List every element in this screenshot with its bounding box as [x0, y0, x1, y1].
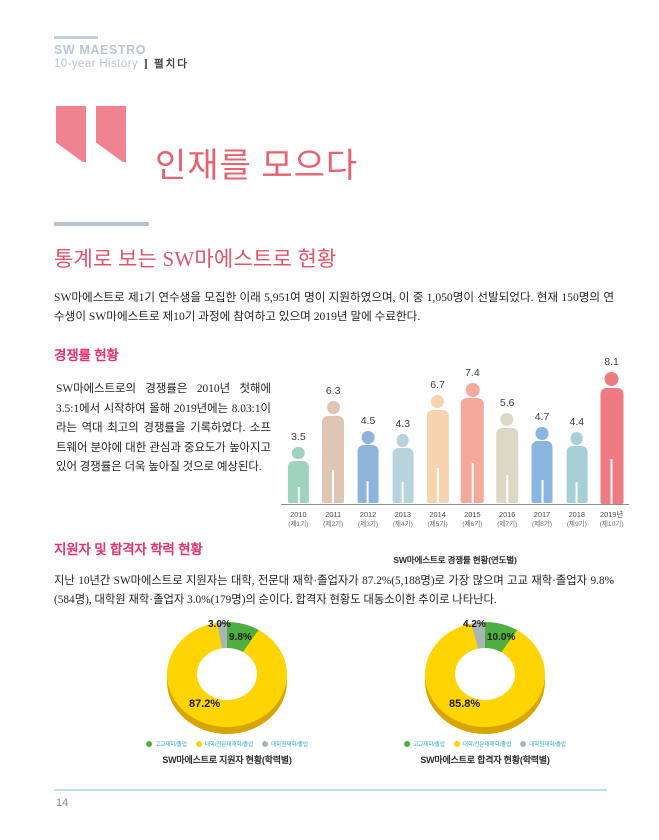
- bar-value-label: 4.3: [395, 418, 411, 430]
- person-icon: [600, 372, 624, 504]
- x-axis-label: 2016 (제7기): [497, 510, 518, 528]
- legend-color-dot: [520, 741, 527, 747]
- bar-value-label: 4.4: [569, 416, 585, 428]
- brand-history-label: 10-year History: [54, 58, 138, 70]
- legend-label: 대학/전문대재학/졸업: [462, 742, 512, 748]
- x-axis-label: 2015 (제6기): [462, 510, 483, 528]
- bar-value-label: 6.7: [430, 379, 445, 391]
- legend-label: 대학/전문대재학/졸업: [204, 742, 254, 748]
- donut-graphic-applicants: 3.0% 9.8% 87.2%: [167, 619, 287, 734]
- legend-item: 고교재학/졸업: [146, 740, 187, 748]
- section-intro-text: SW마에스트로 제1기 연수생을 모집한 이래 5,951여 명이 지원하였으며…: [54, 291, 614, 323]
- donut-label-university: 87.2%: [189, 698, 221, 710]
- legend-item: 대학/전문대재학/졸업: [453, 740, 512, 748]
- page-title: 인재를 모으다: [155, 148, 359, 185]
- page-number: 14: [56, 797, 69, 809]
- bar-chart-caption: SW마에스트로 경쟁률 현황(연도별): [393, 555, 517, 565]
- donut-label-highschool: 10.0%: [487, 632, 516, 643]
- accepted-legend: 고교재학/졸업 대학/전문대재학/졸업 대학원재학/졸업: [404, 740, 566, 748]
- person-icon: [322, 401, 345, 504]
- chart-figures: 3.5 6.3 4.5 4.3 6.7 7.4 5.6 4.7 4.4 8.1: [281, 354, 629, 504]
- x-axis-label: 2010 (제1기): [288, 510, 309, 528]
- legend-color-dot: [262, 741, 269, 747]
- donut-hole: [197, 648, 257, 700]
- bar-value-label: 3.5: [291, 431, 306, 443]
- legend-item: 대학/전문대재학/졸업: [195, 740, 254, 748]
- brand-name: SW MAESTRO: [54, 43, 147, 57]
- legend-label: 고교재학/졸업: [413, 742, 445, 748]
- bar-value-label: 7.4: [465, 367, 480, 379]
- legend-color-dot: [195, 741, 202, 747]
- footer-rule: [54, 789, 607, 791]
- legend-label: 대학원재학/졸업: [271, 742, 308, 748]
- bar-value-label: 4.5: [360, 415, 376, 427]
- donut-label-grad: 4.2%: [463, 619, 486, 630]
- donut-label-university: 85.8%: [449, 698, 481, 710]
- person-icon: [426, 395, 449, 504]
- person-icon: [461, 383, 484, 504]
- person-icon: [288, 447, 309, 504]
- brand-ko-label: 펼치다: [153, 58, 189, 70]
- accepted-donut-chart: 4.2% 10.0% 85.8% 고교재학/졸업 대학/전문대재학/졸업 대학원재학…: [350, 619, 620, 772]
- x-axis-label: 2014 (제5기): [427, 510, 448, 528]
- legend-label: 고교재학/졸업: [155, 742, 187, 748]
- quote-mark-icon: [56, 106, 132, 168]
- bar-value-label: 6.3: [325, 385, 341, 397]
- legend-item: 고교재학/졸업: [404, 740, 445, 748]
- brand-subline: 10-year History 펼치다: [54, 57, 189, 71]
- x-axis-label: 2018 (제9기): [566, 510, 587, 528]
- x-axis-label: 2013 (제4기): [392, 510, 413, 528]
- legend-color-dot: [146, 741, 153, 747]
- applicants-legend: 고교재학/졸업 대학/전문대재학/졸업 대학원재학/졸업: [146, 740, 308, 748]
- subheading-competition: 경쟁률 현황: [54, 348, 119, 363]
- applicants-donut-chart: 3.0% 9.8% 87.2% 고교재학/졸업 대학/전문대재학/졸업 대학원재학/…: [92, 619, 362, 772]
- accepted-chart-caption: SW마에스트로 합격자 현황(학력별): [420, 755, 550, 765]
- applicants-chart-caption: SW마에스트로 지원자 현황(학력별): [162, 755, 292, 765]
- x-axis-label: 2011 (제2기): [323, 510, 344, 528]
- donut-charts: 3.0% 9.8% 87.2% 고교재학/졸업 대학/전문대재학/졸업 대학원재학/…: [54, 619, 614, 772]
- legend-color-dot: [404, 741, 411, 747]
- person-icon: [392, 434, 414, 504]
- x-axis-label: 2012 (제3기): [357, 510, 379, 528]
- bar-value-label: 8.1: [604, 356, 619, 368]
- divider-icon: [144, 59, 147, 69]
- masthead: SW MAESTRO 10-year History 펼치다: [54, 36, 189, 71]
- x-axis-label: 2019년 (제10기): [599, 510, 624, 528]
- bar-value-label: 4.7: [534, 411, 550, 423]
- legend-item: 대학원재학/졸업: [520, 740, 566, 748]
- section-heading: 통계로 보는 SW마에스트로 현황: [54, 247, 337, 271]
- person-icon: [566, 432, 588, 504]
- x-axis-label: 2017 (제8기): [531, 510, 553, 528]
- competition-bar-chart: 3.5 6.3 4.5 4.3 6.7 7.4 5.6 4.7 4.4 8.1 2010 (제1기)…: [281, 345, 631, 565]
- masthead-rule: [54, 36, 98, 39]
- bar-value-label: 5.6: [499, 397, 515, 409]
- competition-body-text: SW마에스트로의 경쟁률은 2010년 첫해에 3.5:1에서 시작하여 올해 …: [56, 383, 271, 474]
- person-icon: [496, 413, 518, 504]
- legend-label: 대학원재학/졸업: [529, 742, 566, 748]
- donut-hole: [455, 648, 515, 700]
- donut-label-grad: 3.0%: [208, 619, 231, 630]
- chart-axis-line: [281, 504, 629, 505]
- chart-x-labels: 2010 (제1기) 2011 (제2기) 2012 (제3기) 2013 (제4기) 2014…: [281, 510, 629, 544]
- donut-graphic-accepted: 4.2% 10.0% 85.8%: [425, 619, 545, 734]
- legend-item: 대학원재학/졸업: [262, 740, 308, 748]
- subheading-education: 지원자 및 합격자 학력 현황: [54, 542, 203, 557]
- section-divider: [54, 222, 149, 226]
- person-icon: [531, 427, 553, 504]
- donut-label-highschool: 9.8%: [229, 632, 252, 643]
- legend-color-dot: [453, 741, 460, 747]
- person-icon: [357, 431, 379, 504]
- education-body-text: 지난 10년간 SW마에스트로 지원자는 대학, 전문대 재학·졸업자가 87.…: [54, 575, 614, 606]
